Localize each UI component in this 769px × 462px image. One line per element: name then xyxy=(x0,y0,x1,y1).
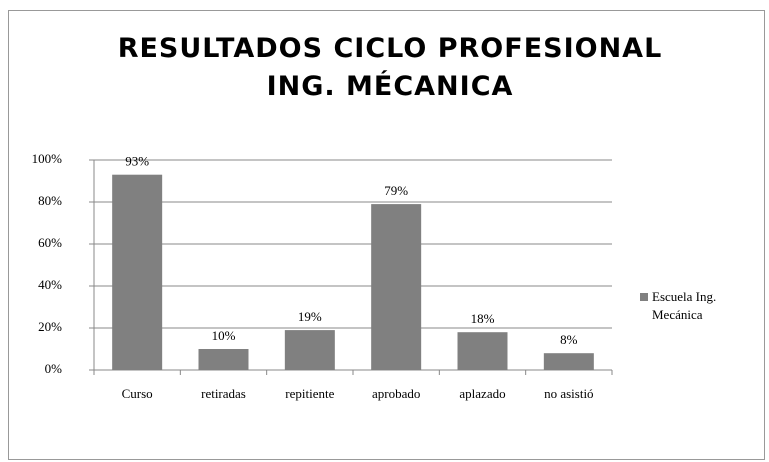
x-tick-label: no asistió xyxy=(544,386,593,401)
data-label: 8% xyxy=(560,332,578,347)
chart-title: RESULTADOS CICLO PROFESIONAL ING. MÉCANI… xyxy=(117,33,663,102)
data-label: 93% xyxy=(125,154,149,169)
bar xyxy=(284,330,335,370)
x-tick-label: Curso xyxy=(122,386,153,401)
bar xyxy=(371,204,422,370)
bar xyxy=(112,174,163,370)
data-label: 19% xyxy=(298,309,322,324)
y-tick-label: 80% xyxy=(38,193,62,208)
y-tick-label: 60% xyxy=(38,235,62,250)
y-tick-label: 20% xyxy=(38,319,62,334)
bar xyxy=(198,349,249,370)
y-tick-label: 0% xyxy=(45,361,63,376)
data-label: 18% xyxy=(471,311,495,326)
x-tick-label: retiradas xyxy=(201,386,246,401)
data-label: 10% xyxy=(212,328,236,343)
y-tick-label: 100% xyxy=(32,151,63,166)
legend: Escuela Ing. Mecánica xyxy=(640,288,740,324)
legend-label: Escuela Ing. Mecánica xyxy=(652,289,717,322)
data-label: 79% xyxy=(384,183,408,198)
bar xyxy=(543,353,594,370)
bar xyxy=(457,332,508,370)
x-tick-label: aprobado xyxy=(372,386,420,401)
legend-swatch xyxy=(640,293,648,301)
x-tick-label: aplazado xyxy=(459,386,505,401)
x-tick-label: repitiente xyxy=(285,386,334,401)
y-tick-label: 40% xyxy=(38,277,62,292)
